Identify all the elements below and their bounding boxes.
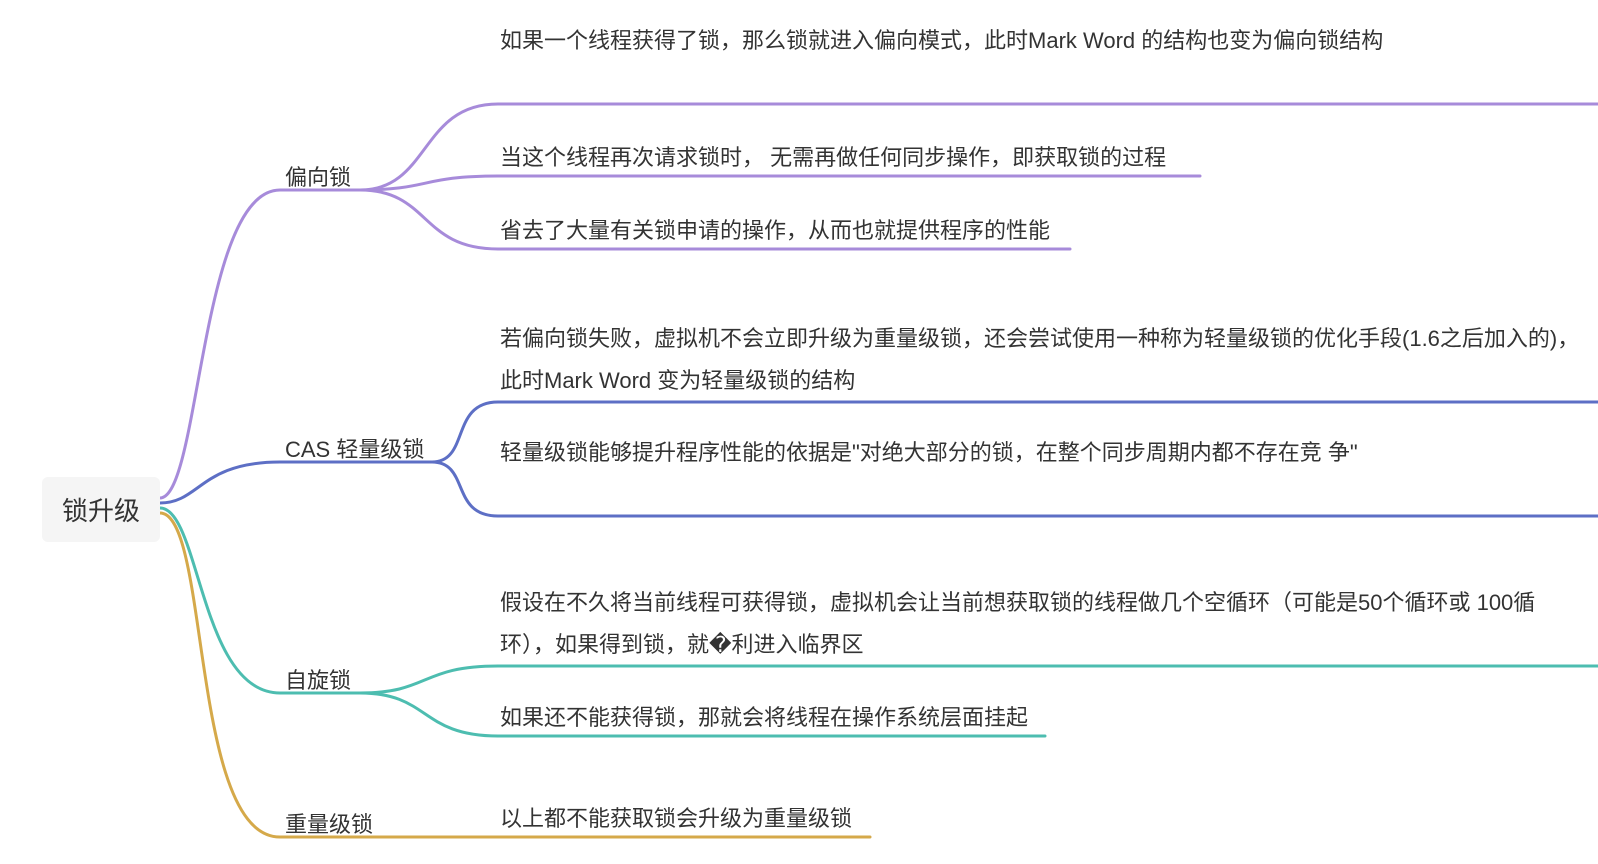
- leaf-text: 轻量级锁能够提升程序性能的依据是"对绝大部分的锁，在整个同步周期内都不存在竞 争…: [500, 432, 1358, 474]
- branch-label: 偏向锁: [285, 160, 351, 192]
- leaf-text: 若偏向锁失败，虚拟机不会立即升级为重量级锁，还会尝试使用一种称为轻量级锁的优化手…: [500, 318, 1580, 402]
- leaf-text: 假设在不久将当前线程可获得锁，虚拟机会让当前想获取锁的线程做几个空循环（可能是5…: [500, 582, 1580, 666]
- root-label: 锁升级: [62, 496, 140, 526]
- branch-label: 重量级锁: [285, 807, 373, 839]
- leaf-text: 以上都不能获取锁会升级为重量级锁: [500, 798, 852, 840]
- leaf-text: 省去了大量有关锁申请的操作，从而也就提供程序的性能: [500, 210, 1050, 252]
- branch-label: CAS 轻量级锁: [285, 432, 424, 464]
- leaf-text: 如果一个线程获得了锁，那么锁就进入偏向模式，此时Mark Word 的结构也变为…: [500, 20, 1383, 62]
- leaf-text: 如果还不能获得锁，那就会将线程在操作系统层面挂起: [500, 697, 1028, 739]
- branch-label: 自旋锁: [285, 663, 351, 695]
- leaf-text: 当这个线程再次请求锁时， 无需再做任何同步操作，即获取锁的过程: [500, 137, 1166, 179]
- root-node: 锁升级: [42, 477, 160, 542]
